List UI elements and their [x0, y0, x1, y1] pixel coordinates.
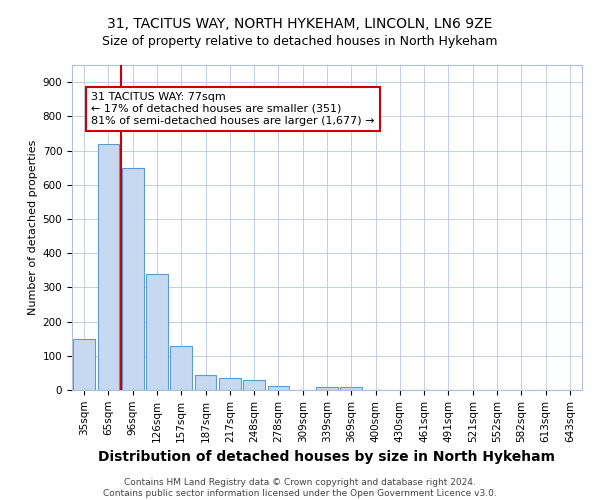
- Bar: [316, 388, 338, 390]
- Bar: [243, 380, 265, 390]
- Bar: [170, 346, 192, 390]
- Bar: [340, 388, 362, 390]
- Bar: [73, 338, 95, 390]
- Bar: [122, 168, 143, 390]
- X-axis label: Distribution of detached houses by size in North Hykeham: Distribution of detached houses by size …: [98, 450, 556, 464]
- Bar: [219, 378, 241, 390]
- Bar: [194, 376, 217, 390]
- Text: 31 TACITUS WAY: 77sqm
← 17% of detached houses are smaller (351)
81% of semi-det: 31 TACITUS WAY: 77sqm ← 17% of detached …: [91, 92, 375, 126]
- Text: Contains HM Land Registry data © Crown copyright and database right 2024.
Contai: Contains HM Land Registry data © Crown c…: [103, 478, 497, 498]
- Y-axis label: Number of detached properties: Number of detached properties: [28, 140, 38, 315]
- Text: 31, TACITUS WAY, NORTH HYKEHAM, LINCOLN, LN6 9ZE: 31, TACITUS WAY, NORTH HYKEHAM, LINCOLN,…: [107, 18, 493, 32]
- Bar: [97, 144, 119, 390]
- Bar: [268, 386, 289, 390]
- Bar: [146, 274, 168, 390]
- Text: Size of property relative to detached houses in North Hykeham: Size of property relative to detached ho…: [102, 35, 498, 48]
